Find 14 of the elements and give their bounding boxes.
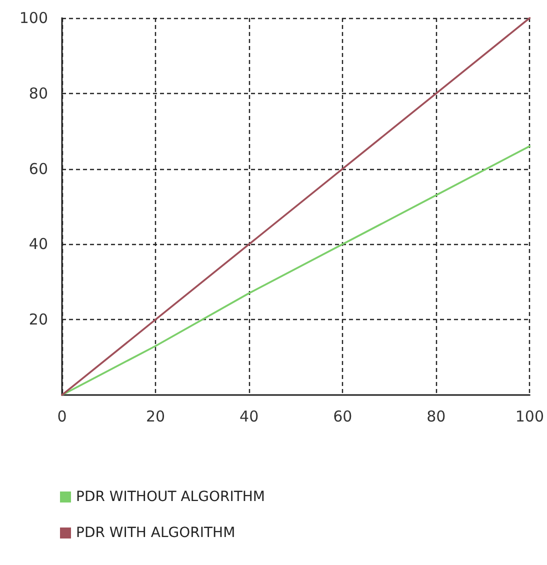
- legend-label: PDR WITH ALGORITHM: [76, 525, 236, 541]
- legend-label: PDR WITHOUT ALGORITHM: [76, 489, 265, 505]
- y-tick-label: 20: [28, 310, 48, 329]
- x-tick-label: 80: [426, 408, 446, 426]
- x-tick-label: 100: [515, 408, 544, 426]
- x-tick-label: 0: [57, 408, 67, 426]
- y-tick-label: 40: [28, 235, 48, 254]
- x-tick-label: 60: [333, 408, 352, 426]
- y-tick-label: 80: [28, 84, 48, 102]
- y-tick-label: 100: [19, 9, 48, 27]
- y-tick-label: 60: [28, 160, 48, 178]
- line-series: [61, 17, 531, 396]
- x-tick-label: 40: [240, 408, 259, 426]
- x-tick-label: 20: [146, 408, 166, 426]
